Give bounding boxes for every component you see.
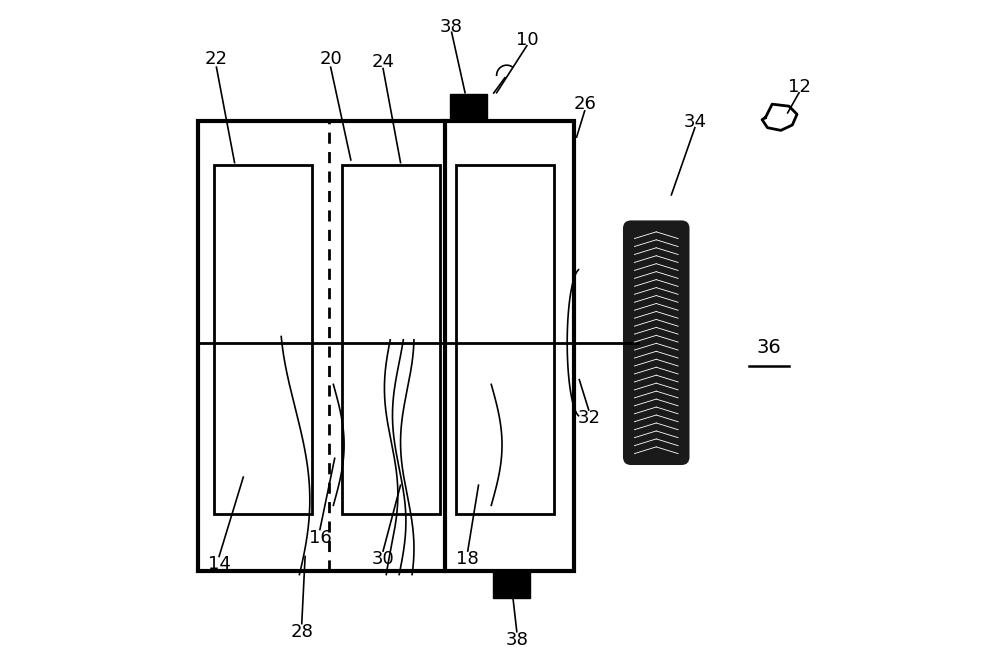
Text: 36: 36 xyxy=(756,338,781,357)
Text: 14: 14 xyxy=(208,556,231,573)
Bar xyxy=(493,571,530,598)
Bar xyxy=(198,121,574,571)
Text: 22: 22 xyxy=(205,50,228,68)
Bar xyxy=(342,165,440,514)
Text: 12: 12 xyxy=(788,79,810,96)
Text: 26: 26 xyxy=(573,95,596,113)
Text: 30: 30 xyxy=(372,550,394,568)
Bar xyxy=(450,94,487,121)
Bar xyxy=(214,165,312,514)
Text: 16: 16 xyxy=(309,529,331,546)
Text: 34: 34 xyxy=(683,114,706,131)
FancyBboxPatch shape xyxy=(623,220,690,465)
Text: 38: 38 xyxy=(505,631,528,648)
Text: 18: 18 xyxy=(456,550,479,568)
Text: 24: 24 xyxy=(372,53,395,71)
Text: 20: 20 xyxy=(319,50,342,68)
Text: 32: 32 xyxy=(577,409,600,427)
Text: 28: 28 xyxy=(290,623,313,640)
Text: 10: 10 xyxy=(516,32,538,49)
Text: 38: 38 xyxy=(440,18,463,36)
Bar xyxy=(456,165,554,514)
